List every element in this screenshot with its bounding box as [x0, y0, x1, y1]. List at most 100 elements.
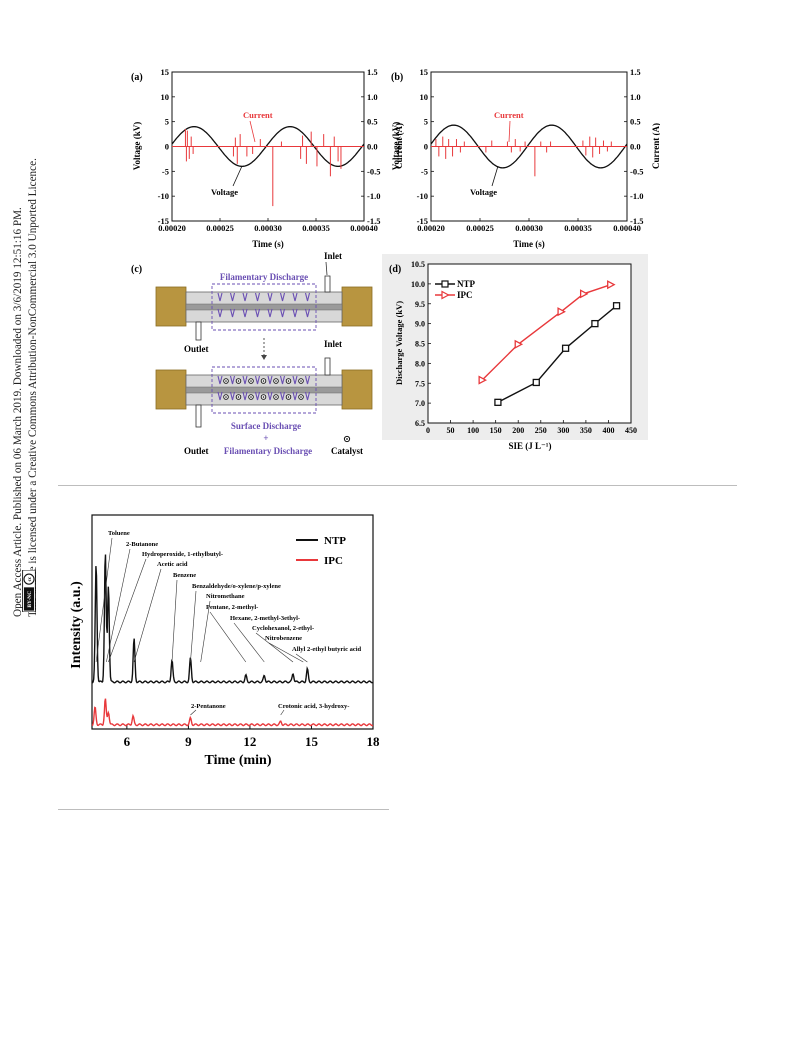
y-tick-label: -5	[421, 166, 428, 176]
peak-label: Allyl 2-ethyl butyric acid	[292, 646, 362, 653]
panel-b-ylabel-right: Current (A)	[651, 123, 660, 169]
discharge-zone-bottom	[211, 366, 317, 414]
catalyst-particle-core	[237, 396, 240, 398]
filament-mark	[217, 308, 223, 318]
filament-mark	[242, 375, 248, 385]
ipc-peak-label: Crotonic acid, 3-hydroxy-	[278, 703, 349, 710]
y-tick-label: 10	[420, 92, 429, 102]
peak-label: 2-Butanone	[126, 541, 158, 548]
y2-tick-label: -1.5	[630, 216, 643, 226]
filament-mark	[242, 391, 248, 401]
x-tick-label: 0.00030	[254, 223, 282, 233]
y2-tick-label: 1.0	[630, 92, 641, 102]
panel-a-voltage-line	[171, 125, 365, 168]
electrode-right-top	[341, 286, 373, 327]
peak-leader	[106, 548, 131, 663]
y-tick-label: 0	[165, 142, 169, 152]
x-tick-label: 200	[512, 426, 524, 435]
panel-d-xlabel: SIE (J L⁻¹)	[509, 441, 552, 451]
peak-leader	[295, 653, 308, 663]
peak-leader	[255, 632, 294, 663]
y2-tick-label: 1.0	[367, 92, 378, 102]
point-ntp	[494, 398, 502, 406]
x-tick-label: 0	[426, 426, 430, 435]
filament-mark	[304, 375, 311, 385]
cc-badge-symbol: cc	[28, 576, 33, 581]
side-notice-line2: This article is licensed under a Creativ…	[27, 158, 39, 617]
catalyst-particle-core	[225, 396, 227, 398]
x-tick-label: 0.00035	[564, 223, 592, 233]
outlet-top-label: Outlet	[184, 344, 209, 354]
catalyst-particle-core	[225, 380, 227, 382]
peak-leader	[133, 568, 162, 663]
panel-a-ylabel-right: Current (A)	[394, 123, 404, 169]
panel-b-current-arrow	[508, 120, 511, 143]
electrode-right-bottom	[341, 369, 373, 410]
cc-license-badge[interactable]: cc BY-NC	[22, 570, 36, 612]
y-tick-label: 7.0	[415, 399, 425, 408]
y-tick-label: -10	[417, 191, 428, 201]
peak-leader	[108, 558, 147, 663]
y-tick-label: 5	[424, 117, 428, 127]
y2-tick-label: 0.5	[630, 117, 641, 127]
catalyst-particle-core	[250, 396, 252, 398]
filamentary-discharge-2-label: Filamentary Discharge	[224, 446, 312, 456]
panel-a: (a) 15 10 5 0 -5 -10 -15 1.5 1.0 0.5 0.0 -0.5 -1.0 -…	[131, 67, 404, 249]
panel-b-ylabel-left: Voltage (kV)	[391, 122, 401, 170]
inlet-top-label: Inlet	[324, 251, 342, 261]
x-tick-label: 0.00020	[158, 223, 186, 233]
panel-d-series	[478, 280, 621, 406]
peak-leader	[233, 622, 265, 663]
catalyst-particle-core	[275, 380, 277, 382]
y-tick-label: 10.5	[411, 260, 425, 269]
panel-c: (c) Filamentary Discharge Inlet Outlet	[131, 251, 373, 456]
x-tick-label: 100	[467, 426, 479, 435]
panel-d-x-ticks: 0 50 100 150 200 250 300 350 400 450	[426, 420, 637, 435]
y2-tick-label: -1.0	[630, 191, 643, 201]
panel-d-label: (d)	[389, 264, 401, 275]
panel-b-x-ticks: 0.00020 0.00025 0.00030 0.00035 0.00040	[417, 218, 641, 233]
ipc-peak-leader	[190, 709, 197, 716]
inlet-bottom-pipe	[324, 357, 331, 376]
point-ipc	[514, 339, 524, 349]
filament-mark	[267, 292, 273, 302]
legend-label-ipc: IPC	[457, 290, 473, 300]
filament-mark	[292, 391, 298, 401]
panel-a-xlabel: Time (s)	[252, 239, 284, 249]
filament-mark	[279, 308, 286, 318]
peak-label: Nitromethane	[206, 593, 245, 600]
y2-tick-label: 0.5	[367, 117, 378, 127]
x-tick-label: 0.00035	[302, 223, 330, 233]
x-tick-label: 150	[490, 426, 502, 435]
x-tick-label: 50	[447, 426, 455, 435]
cc-icon	[23, 573, 35, 585]
y2-tick-label: 1.5	[630, 67, 641, 77]
peak-leader	[200, 600, 211, 663]
filaments-bottom-with-catalyst	[217, 375, 311, 401]
outlet-bottom-label: Outlet	[184, 446, 209, 456]
peak-label: Hexane, 2-methyl-3ethyl-	[230, 615, 300, 622]
peak-label: Acetic acid	[157, 561, 188, 568]
peak-leader	[209, 611, 247, 663]
peak-label: Hydroperoxide, 1-ethylbutyl-	[142, 551, 223, 558]
gc-xlabel: Time (min)	[204, 753, 271, 768]
y-tick-label: 5	[165, 117, 169, 127]
electrode-left-bottom	[155, 369, 187, 410]
electrode-left-top	[155, 286, 187, 327]
panel-b-right-ticks: 1.5 1.0 0.5 0.0 -0.5 -1.0 -1.5	[624, 67, 643, 226]
x-tick-label: 450	[625, 426, 637, 435]
catalyst-particle-core	[275, 396, 277, 398]
gc-ylabel: Intensity (a.u.)	[69, 581, 84, 669]
legend-label-ipc: IPC	[324, 555, 343, 567]
y2-tick-label: -0.5	[367, 166, 380, 176]
ipc-peak-leader	[280, 709, 285, 716]
catalyst-particle-core	[300, 396, 302, 398]
peak-label: Pentane, 2-methyl-	[206, 604, 258, 611]
panel-c-label: (c)	[131, 264, 142, 275]
filaments-top	[217, 292, 311, 318]
rod-bottom	[185, 386, 343, 394]
filament-mark	[304, 292, 311, 302]
x-tick-label: 12	[243, 734, 256, 749]
filament-mark	[217, 375, 223, 385]
outlet-top-pipe	[195, 321, 202, 341]
